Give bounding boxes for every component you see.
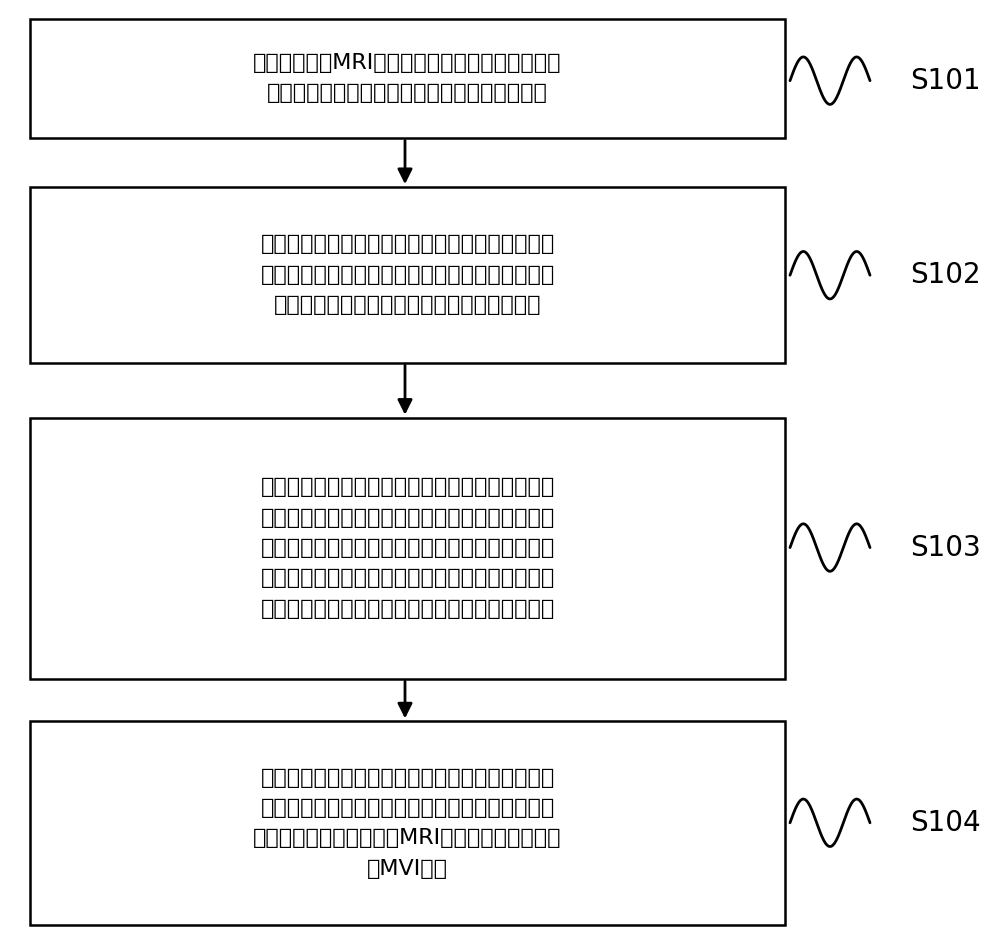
Text: 采用所述训练集训练所述三元组网络模型，得到最
优的三元组网络模型，采用训练好的三元组网络模
型对所述测试集中的肝脏MRI图像数据进行肝脏肿
瘤MVI预测: 采用所述训练集训练所述三元组网络模型，得到最 优的三元组网络模型，采用训练好的三… — [253, 768, 562, 879]
Text: S103: S103 — [910, 533, 980, 562]
Text: 将患者的肝脏MRI图像数据划分为训练集和测试集
从训练集中选取三个样本，组成一个三元组样本: 将患者的肝脏MRI图像数据划分为训练集和测试集 从训练集中选取三个样本，组成一个… — [253, 53, 562, 103]
Text: 通过所述三元组网络模型将输入的所述三元组样本
转换为嵌入层空间上的向量，计算三元组损失，并
利用三元组网络模型中的一路卷积神经网络计算交
叉熵损失，将所述三元组: 通过所述三元组网络模型将输入的所述三元组样本 转换为嵌入层空间上的向量，计算三元… — [260, 477, 555, 619]
FancyBboxPatch shape — [30, 187, 785, 363]
Text: S102: S102 — [910, 261, 980, 289]
FancyBboxPatch shape — [30, 418, 785, 679]
Text: S101: S101 — [910, 66, 980, 95]
FancyBboxPatch shape — [30, 19, 785, 138]
Text: S104: S104 — [910, 809, 980, 837]
Text: 构造一个三元组网络模型，所述三元组网络模型由
三路结构相同的卷积神经网络构成，所述三元组网
络模型每次接受一个所述三元组样本作为输入: 构造一个三元组网络模型，所述三元组网络模型由 三路结构相同的卷积神经网络构成，所… — [260, 234, 555, 315]
FancyBboxPatch shape — [30, 721, 785, 925]
